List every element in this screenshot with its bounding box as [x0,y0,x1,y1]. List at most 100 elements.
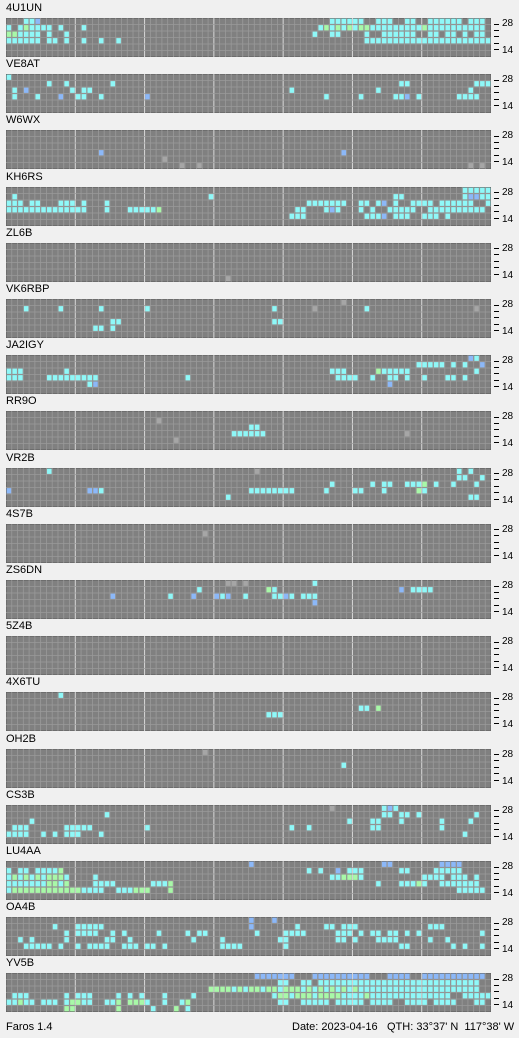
signal-cell [468,206,474,212]
signal-cell [64,824,69,831]
signal-cell [381,368,387,375]
signal-cell [58,692,64,699]
propagation-grid [6,804,491,844]
beacon-panel: 4X6TU 28 14 [0,676,519,734]
signal-cell [18,25,23,31]
signal-cell [6,881,12,887]
signal-cell [70,200,75,206]
signal-cell [237,986,243,993]
signal-cell [462,31,468,37]
axis-tick [494,479,499,481]
signal-cell [289,213,295,219]
signal-cell [422,25,427,31]
signal-cell [162,999,168,1006]
signal-cell [393,368,399,375]
signal-cell [370,986,375,993]
signal-cell [156,930,162,937]
signal-cell [399,25,404,31]
signal-cell [485,993,491,999]
signal-cell [381,481,387,487]
signal-cell [12,368,17,375]
axis-tick [494,822,499,824]
signal-cell [353,874,358,880]
signal-cell [405,811,410,818]
signal-cell [439,18,445,24]
signal-cell [329,986,335,993]
signal-cell [347,868,352,874]
signal-cell [416,999,422,1006]
signal-cell [104,811,110,818]
signal-cell [272,587,277,593]
beacon-panel: 4S7B 28 14 [0,508,519,566]
signal-cell [335,930,341,937]
signal-cell [468,494,474,500]
axis-label-14: 14 [502,101,514,113]
signal-cell [410,18,416,24]
signal-cell [474,993,479,999]
signal-cell [433,31,439,37]
signal-cell [12,874,17,880]
axis-label-14: 14 [502,157,514,169]
signal-cell [93,924,98,930]
signal-cell [87,87,93,94]
signal-cell [133,943,139,950]
signal-cell [75,887,81,893]
signal-cell [243,431,248,437]
axis-tick [494,386,499,388]
signal-cell [277,993,283,999]
signal-cell [47,999,52,1006]
signal-cell [127,943,133,950]
signal-cell [335,973,341,980]
signal-cell [381,811,387,818]
signal-cell [64,887,69,893]
signal-cell [376,200,381,206]
signal-cell [289,824,295,831]
axis-label-14: 14 [502,831,514,843]
axis-label-14: 14 [502,775,514,787]
beacon-panel: VK6RBP 28 14 [0,283,519,341]
signal-cell [364,986,370,993]
signal-cell [156,206,162,212]
signal-cell [266,712,271,718]
signal-cell [468,468,474,474]
grid-lines [6,242,491,282]
signal-cell [462,881,468,887]
signal-cell [18,937,23,943]
axis-tick [494,248,499,250]
signal-cell [358,993,364,999]
signal-cell [451,25,456,31]
axis-tick [494,835,499,837]
signal-cell [347,999,352,1006]
signal-cell [358,94,364,100]
signal-cell [341,937,347,943]
signal-cell [272,712,277,718]
signal-cell [52,924,58,930]
grid-lines [6,130,491,170]
signal-cell [393,973,399,980]
axis-tick [494,330,499,331]
signal-cell [474,881,479,887]
signal-cell [312,600,318,606]
signal-cell [335,375,341,381]
signal-cell [329,25,335,31]
signal-cell [410,25,416,31]
signal-cell [52,375,58,381]
grid-lines [6,748,491,788]
grid-lines [6,523,491,563]
signal-cell [451,986,456,993]
signal-cell [456,200,462,206]
beacon-callsign: CS3B [6,788,35,801]
signal-cell [428,924,433,930]
signal-cell [433,18,439,24]
signal-cell [358,868,364,874]
signal-cell [416,587,422,593]
signal-cell [456,881,462,887]
signal-cell [312,593,318,599]
signal-cell [64,1006,69,1012]
signal-cell [306,824,312,831]
signal-cell [139,887,144,893]
signal-cell [376,930,381,937]
axis-tick [494,978,499,980]
signal-cell [456,474,462,480]
axis-tick [494,611,499,612]
